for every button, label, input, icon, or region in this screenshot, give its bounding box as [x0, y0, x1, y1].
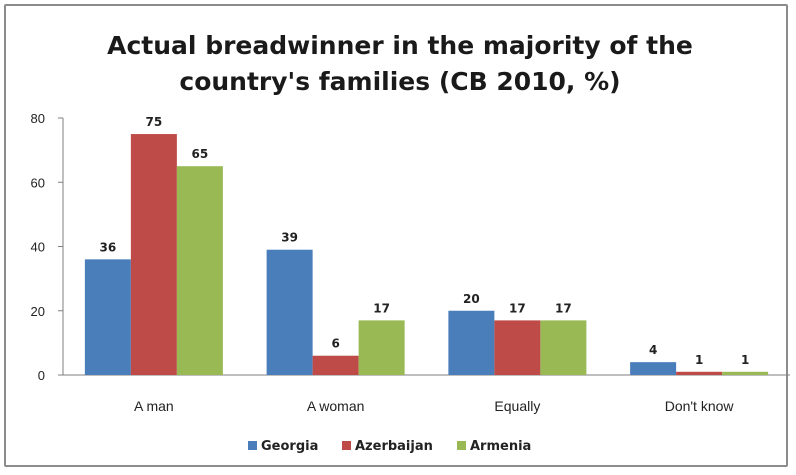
x-category-label: Equally [494, 398, 540, 414]
data-label: 17 [555, 301, 572, 315]
bar-armenia-2 [540, 320, 587, 375]
legend-label: Georgia [261, 439, 318, 454]
legend-item: Armenia [457, 439, 531, 454]
x-category-label: A man [134, 398, 174, 414]
bar-georgia-2 [448, 310, 495, 375]
y-tick-label: 20 [31, 304, 45, 319]
data-label: 36 [100, 240, 117, 254]
legend: Georgia Azerbaijan Armenia [248, 439, 531, 454]
legend-label: Armenia [470, 439, 531, 454]
data-label: 4 [649, 343, 657, 357]
x-category-label: A woman [307, 398, 365, 414]
bar-armenia-3 [722, 371, 769, 375]
bar-armenia-0 [176, 166, 223, 375]
y-tick-label: 80 [31, 111, 45, 126]
chart-title-line: country's families (CB 2010, %) [179, 67, 620, 96]
data-label: 6 [331, 337, 339, 351]
chart-title: Actual breadwinner in the majority of th… [107, 31, 693, 96]
bar-azerbaijan-3 [676, 371, 723, 375]
bar-azerbaijan-2 [494, 320, 541, 375]
legend-swatch [248, 441, 257, 450]
bar-azerbaijan-0 [130, 134, 177, 375]
legend-item: Georgia [248, 439, 318, 454]
y-tick-label: 0 [38, 368, 45, 383]
legend-swatch [457, 441, 466, 450]
data-labels: 36 39 20 4 75 6 17 1 65 17 17 1 [100, 115, 750, 367]
data-label: 1 [741, 353, 749, 367]
data-label: 39 [281, 231, 298, 245]
bar-georgia-0 [84, 259, 131, 375]
data-label: 65 [192, 147, 209, 161]
bar-georgia-3 [630, 362, 677, 375]
legend-label: Azerbaijan [355, 439, 433, 454]
data-label: 17 [509, 301, 526, 315]
data-label: 17 [373, 301, 390, 315]
y-tick-label: 40 [31, 240, 45, 255]
data-label: 75 [146, 115, 163, 129]
y-axis: 0 20 40 60 80 [31, 111, 64, 383]
x-axis: A man A woman Equally Don't know [63, 374, 790, 414]
legend-item: Azerbaijan [342, 439, 433, 454]
y-tick-label: 60 [31, 175, 45, 190]
chart-title-line: Actual breadwinner in the majority of th… [107, 31, 693, 60]
legend-swatch [342, 441, 351, 450]
data-label: 1 [695, 353, 703, 367]
bar-armenia-1 [358, 320, 405, 375]
x-category-label: Don't know [665, 398, 735, 414]
data-label: 20 [463, 292, 480, 306]
bar-azerbaijan-1 [312, 355, 359, 375]
bars [84, 134, 769, 375]
bar-georgia-1 [266, 249, 313, 375]
